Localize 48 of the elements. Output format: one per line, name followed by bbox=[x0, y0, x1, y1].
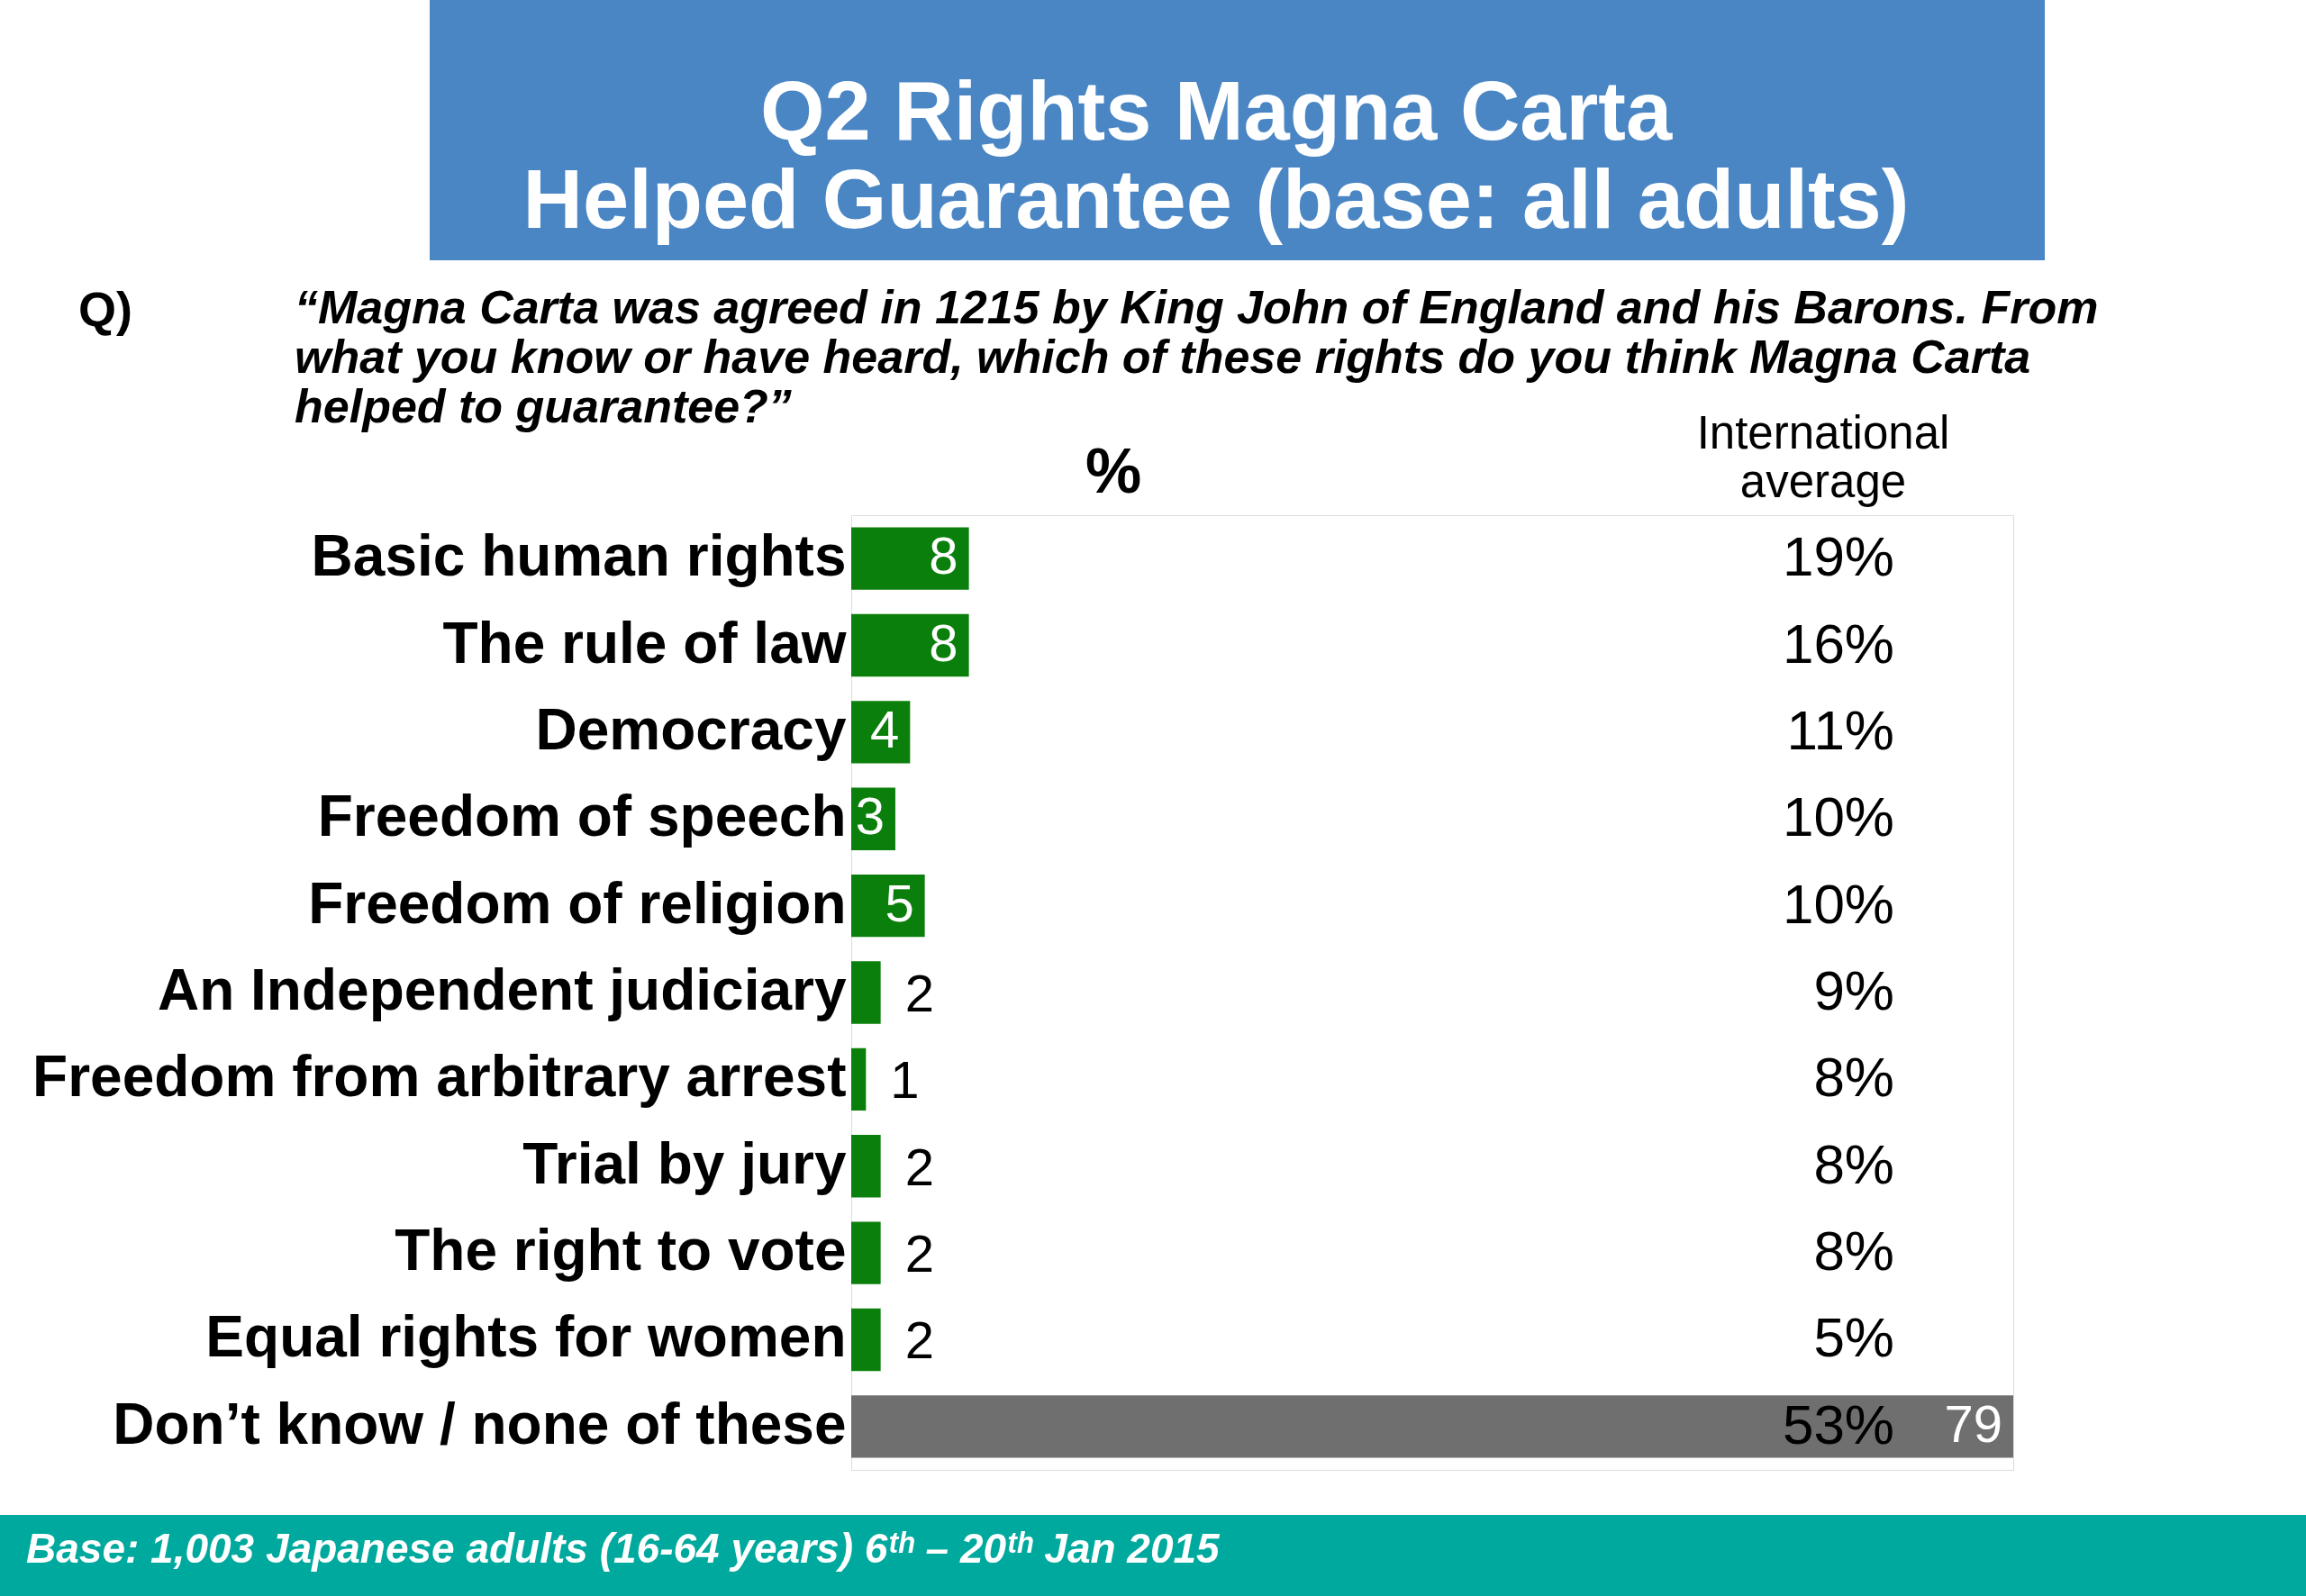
text: Base: 1,003 Japanese adults (16-64 years) 6ᵗʰ – 20ᵗʰ Jan 2015 bbox=[26, 1525, 1221, 1572]
y-tick-label: Don’t know / none of these bbox=[113, 1391, 847, 1456]
data-label: 8 bbox=[929, 612, 958, 672]
data-label: 2 bbox=[904, 964, 934, 1022]
annotation: 8% bbox=[1813, 1046, 1894, 1109]
bar bbox=[851, 1135, 881, 1198]
bar bbox=[851, 701, 911, 764]
annotation: 8% bbox=[1813, 1132, 1894, 1195]
y-tick-label: Freedom of religion bbox=[308, 870, 847, 936]
bar bbox=[851, 961, 881, 1024]
text: International average bbox=[1696, 407, 1950, 507]
y-tick-label: The right to vote bbox=[395, 1218, 847, 1283]
chart-title: Q2 Rights Magna Carta Helped Guarantee (base: all adults) bbox=[522, 65, 1910, 245]
bar bbox=[851, 1308, 881, 1372]
data-label: 4 bbox=[870, 699, 900, 758]
data-label: 79 bbox=[1944, 1393, 2002, 1453]
y-tick-label: The rule of law bbox=[442, 610, 847, 676]
annotation: 9% bbox=[1813, 959, 1894, 1021]
data-label: 5 bbox=[885, 873, 914, 932]
annotation: 11% bbox=[1786, 698, 1894, 761]
data-label: 1 bbox=[890, 1050, 920, 1110]
data-label: 2 bbox=[904, 1224, 934, 1283]
y-tick-label: Trial by jury bbox=[522, 1130, 847, 1196]
y-tick-label: An Independent judiciary bbox=[157, 957, 847, 1022]
bar bbox=[851, 1047, 867, 1111]
y-tick-label: Democracy bbox=[535, 696, 847, 762]
y-tick-label: Equal rights for women bbox=[205, 1304, 847, 1370]
bar bbox=[851, 527, 969, 590]
bar bbox=[851, 613, 969, 677]
annotation: 10% bbox=[1782, 785, 1894, 848]
annotation: 8% bbox=[1813, 1220, 1894, 1283]
text: Q) bbox=[78, 282, 132, 336]
y-tick-label: Freedom from arbitrary arrest bbox=[32, 1044, 847, 1110]
data-label: 2 bbox=[904, 1310, 934, 1370]
bar bbox=[851, 1395, 2013, 1458]
data-label: 8 bbox=[929, 526, 958, 585]
x-axis-title: % bbox=[1085, 436, 1142, 506]
annotation: 5% bbox=[1813, 1306, 1894, 1369]
annotation: 10% bbox=[1782, 872, 1894, 935]
data-label: 3 bbox=[855, 786, 885, 846]
annotation: 19% bbox=[1782, 525, 1894, 588]
bar bbox=[851, 1221, 881, 1284]
y-tick-label: Basic human rights bbox=[311, 523, 847, 589]
data-label: 2 bbox=[904, 1137, 934, 1196]
annotation: 53% bbox=[1782, 1392, 1894, 1455]
y-tick-label: Freedom of speech bbox=[317, 784, 847, 849]
annotation: 16% bbox=[1782, 612, 1894, 675]
bar bbox=[851, 874, 925, 938]
